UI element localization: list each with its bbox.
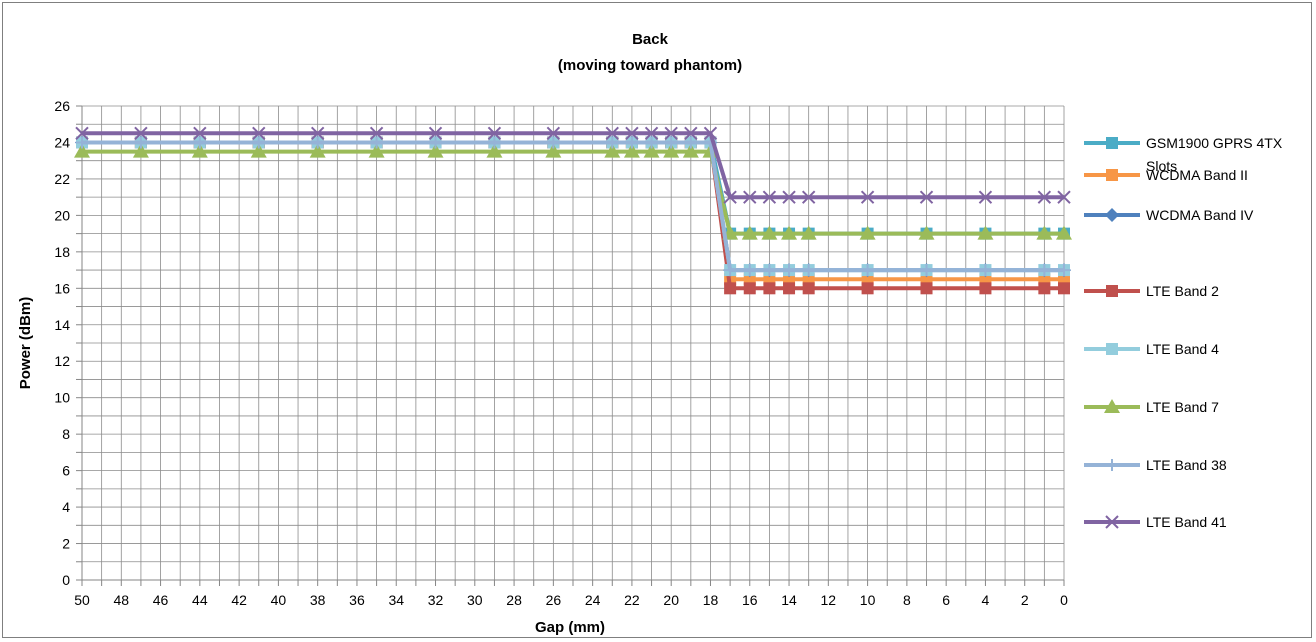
y-tick-label: 14: [54, 317, 70, 333]
axes: 0246810121416182022242650 48 46 44 42 40 38 36 3…: [54, 98, 1068, 608]
y-tick-label: 12: [54, 353, 70, 369]
x-tick-label: 46: [153, 592, 169, 608]
y-tick-label: 22: [54, 171, 70, 187]
data-point: [783, 282, 795, 294]
legend-entry: LTE Band 2: [1084, 283, 1219, 299]
x-tick-label: 48: [113, 592, 129, 608]
x-tick-label: 4: [982, 592, 990, 608]
x-tick-label: 30: [467, 592, 483, 608]
legend-swatch-marker: [1106, 169, 1118, 181]
chart-subtitle: (moving toward phantom): [558, 57, 742, 74]
x-tick-label: 24: [585, 592, 601, 608]
x-tick-label: 20: [663, 592, 679, 608]
y-tick-label: 4: [62, 499, 70, 515]
x-tick-label: 22: [624, 592, 640, 608]
grid-lines: [82, 106, 1064, 580]
x-tick-label: 28: [506, 592, 522, 608]
data-point: [803, 282, 815, 294]
legend-label: LTE Band 7: [1146, 399, 1219, 415]
y-tick-label: 2: [62, 536, 70, 552]
legend-swatch-marker: [1106, 285, 1118, 297]
y-tick-label: 6: [62, 463, 70, 479]
x-tick-label: 42: [231, 592, 247, 608]
legend-entry: LTE Band 7: [1084, 399, 1219, 415]
x-tick-label: 8: [903, 592, 911, 608]
legend-label: WCDMA Band II: [1146, 167, 1248, 183]
x-tick-label: 36: [349, 592, 365, 608]
legend-swatch-marker: [1106, 343, 1118, 355]
x-tick-label: 0: [1060, 592, 1068, 608]
legend-label: LTE Band 2: [1146, 283, 1219, 299]
data-point: [1038, 282, 1050, 294]
data-point: [862, 282, 874, 294]
y-tick-label: 24: [54, 134, 70, 150]
x-tick-label: 44: [192, 592, 208, 608]
y-tick-label: 0: [62, 572, 70, 588]
data-point: [979, 282, 991, 294]
x-tick-label: 50: [74, 592, 90, 608]
y-tick-label: 8: [62, 426, 70, 442]
y-tick-label: 26: [54, 98, 70, 114]
x-tick-label: 26: [546, 592, 562, 608]
data-point: [921, 282, 933, 294]
x-tick-label: 6: [942, 592, 950, 608]
x-axis-title: Gap (mm): [535, 619, 605, 636]
y-tick-label: 18: [54, 244, 70, 260]
legend-entry: WCDMA Band II: [1084, 167, 1248, 183]
data-point: [763, 282, 775, 294]
legend-label: WCDMA Band IV: [1146, 207, 1254, 223]
legend-swatch-marker: [1106, 459, 1118, 471]
x-tick-label: 12: [821, 592, 837, 608]
data-point: [1058, 282, 1070, 294]
legend-label: LTE Band 41: [1146, 514, 1227, 530]
legend-label: LTE Band 38: [1146, 457, 1227, 473]
y-tick-label: 20: [54, 207, 70, 223]
x-tick-label: 10: [860, 592, 876, 608]
legend-entry: LTE Band 4: [1084, 341, 1219, 357]
y-axis-title: Power (dBm): [17, 297, 34, 390]
legend: GSM1900 GPRS 4TXSlotsWCDMA Band IIWCDMA …: [1084, 135, 1283, 530]
x-tick-label: 34: [388, 592, 404, 608]
x-tick-label: 40: [271, 592, 287, 608]
legend-entry: LTE Band 38: [1084, 457, 1227, 473]
x-tick-label: 14: [781, 592, 797, 608]
legend-label: LTE Band 4: [1146, 341, 1219, 357]
y-tick-label: 10: [54, 390, 70, 406]
legend-entry: LTE Band 41: [1084, 514, 1227, 530]
x-tick-label: 18: [703, 592, 719, 608]
legend-swatch-marker: [1105, 208, 1119, 222]
legend-swatch-marker: [1106, 137, 1118, 149]
y-tick-label: 16: [54, 280, 70, 296]
data-point: [744, 282, 756, 294]
data-point: [724, 282, 736, 294]
x-tick-label: 2: [1021, 592, 1029, 608]
x-tick-label: 38: [310, 592, 326, 608]
chart-title: Back: [632, 31, 669, 48]
legend-label: GSM1900 GPRS 4TX: [1146, 135, 1283, 151]
x-tick-label: 32: [428, 592, 444, 608]
legend-entry: WCDMA Band IV: [1084, 207, 1254, 223]
x-tick-label: 16: [742, 592, 758, 608]
